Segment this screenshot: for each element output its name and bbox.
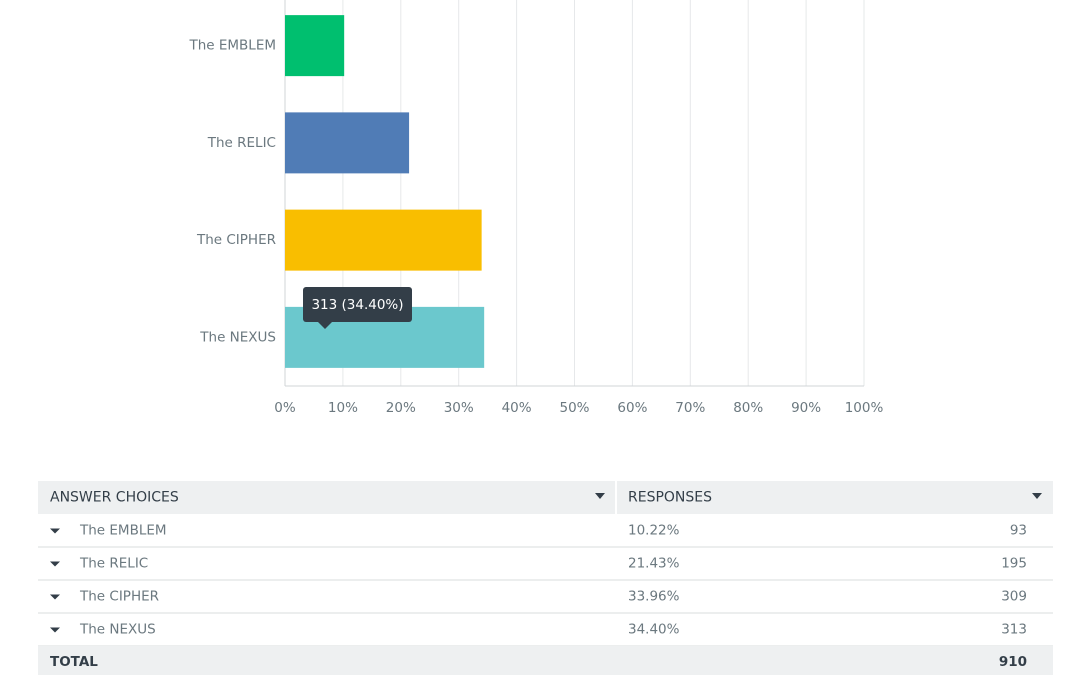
total-count: 910 (999, 654, 1027, 670)
y-tick-label: The CIPHER (196, 232, 276, 248)
y-tick-label: The NEXUS (199, 329, 276, 345)
expand-caret[interactable] (50, 528, 60, 534)
response-percent: 10.22% (628, 523, 680, 539)
x-tick-label: 80% (733, 400, 763, 416)
sort-caret[interactable] (595, 493, 605, 499)
column-header[interactable]: ANSWER CHOICES (50, 490, 179, 506)
x-tick-label: 90% (791, 400, 821, 416)
answer-choice: The EMBLEM (79, 523, 167, 539)
x-tick-label: 0% (274, 400, 296, 416)
tooltip-pointer (318, 322, 332, 329)
x-tick-label: 70% (675, 400, 705, 416)
response-percent: 34.40% (628, 622, 680, 638)
response-count: 93 (1010, 523, 1027, 539)
response-count: 195 (1001, 556, 1027, 572)
x-tick-label: 20% (386, 400, 416, 416)
x-tick-label: 10% (328, 400, 358, 416)
response-count: 309 (1001, 589, 1027, 605)
tooltip-text: 313 (34.40%) (311, 297, 403, 313)
x-tick-label: 100% (845, 400, 884, 416)
y-tick-label: The RELIC (207, 135, 276, 151)
answer-choice: The RELIC (79, 556, 148, 572)
expand-caret[interactable] (50, 594, 60, 600)
bar[interactable] (285, 15, 345, 77)
y-tick-label: The EMBLEM (188, 38, 276, 54)
total-row-bg (38, 646, 1053, 675)
total-label: TOTAL (50, 654, 98, 670)
response-percent: 21.43% (628, 556, 680, 572)
answer-choice: The CIPHER (79, 589, 159, 605)
response-percent: 33.96% (628, 589, 680, 605)
x-tick-label: 50% (559, 400, 589, 416)
tooltip-box (303, 287, 412, 322)
x-tick-label: 30% (444, 400, 474, 416)
bar[interactable] (285, 112, 410, 174)
x-tick-label: 60% (617, 400, 647, 416)
response-count: 313 (1001, 622, 1027, 638)
answer-choice: The NEXUS (79, 622, 156, 638)
expand-caret[interactable] (50, 627, 60, 633)
x-tick-label: 40% (502, 400, 532, 416)
sort-caret[interactable] (1032, 493, 1042, 499)
expand-caret[interactable] (50, 561, 60, 567)
table-header-bg (38, 481, 1053, 514)
bar[interactable] (285, 209, 482, 271)
column-header[interactable]: RESPONSES (628, 490, 712, 506)
